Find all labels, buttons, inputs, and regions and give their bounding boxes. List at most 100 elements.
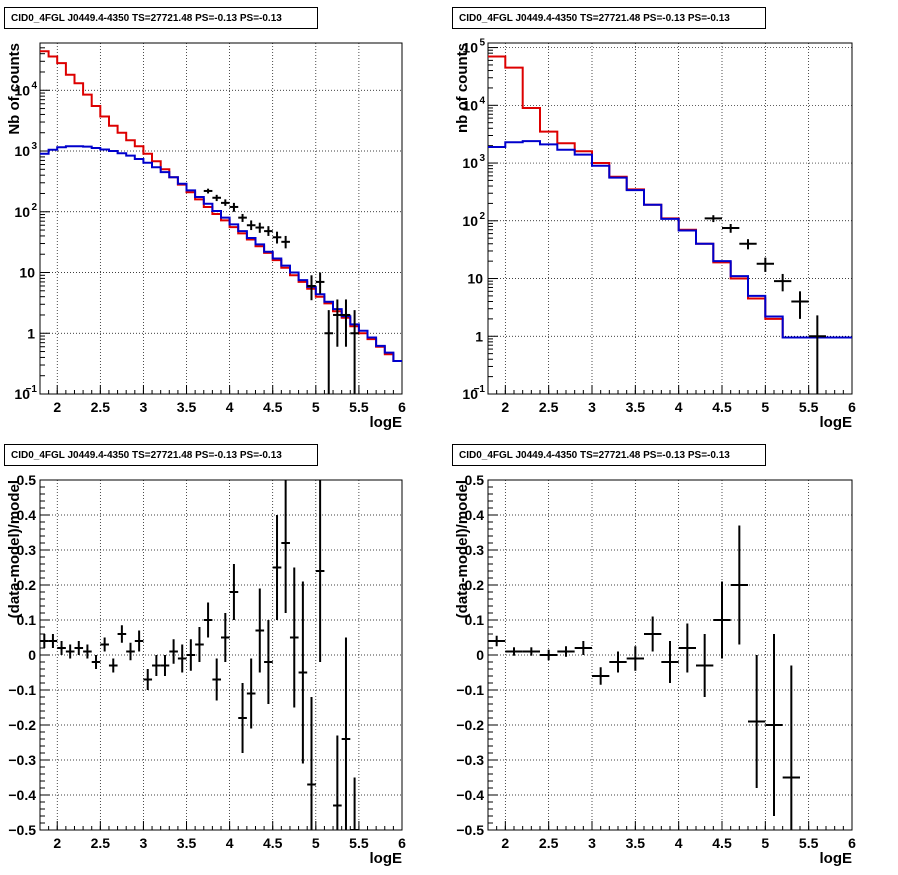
data-point [574, 641, 592, 655]
title-bottom-left: CID0_4FGL J0449.4-4350 TS=27721.48 PS=-0… [4, 444, 318, 466]
data-point [704, 215, 722, 223]
y-axis-label: (data-model)/model [454, 480, 471, 618]
data-point [730, 525, 748, 645]
y-tick-label: −0.2 [456, 717, 484, 733]
y-tick-label: 0.4 [17, 507, 37, 523]
y-tick-label: 1 [475, 328, 483, 344]
x-axis-label: logE [370, 414, 403, 431]
data-point [40, 634, 49, 648]
data-point [272, 515, 282, 620]
data-point [661, 641, 679, 683]
y-tick-label: 10 [14, 82, 30, 98]
y-tick-label: 0.1 [17, 612, 37, 628]
data-point [91, 655, 101, 669]
data-point [488, 635, 506, 647]
x-tick-label: 5 [761, 835, 769, 851]
y-tick-exponent: 2 [479, 211, 485, 222]
data-point [255, 222, 265, 233]
data-point [298, 581, 308, 764]
data-point [152, 655, 161, 676]
data-point [212, 658, 221, 701]
data-point [782, 665, 800, 830]
data-point [203, 188, 213, 194]
y-tick-label: 10 [14, 386, 30, 402]
x-tick-label: 5.5 [799, 835, 819, 851]
data-point [246, 220, 256, 231]
data-point [333, 299, 342, 347]
data-point [57, 641, 66, 655]
data-point [281, 235, 290, 249]
plot-area [488, 525, 800, 830]
y-tick-label: 1 [27, 325, 35, 341]
data-point [134, 630, 144, 652]
y-tick-label: −0.3 [8, 752, 36, 768]
x-axis-label: logE [370, 850, 403, 867]
y-tick-label: 10 [14, 143, 30, 159]
y-tick-label: 0.5 [465, 472, 485, 488]
y-tick-label: 10 [462, 40, 478, 56]
data-point [65, 644, 75, 659]
y-tick-label: −0.5 [8, 822, 36, 838]
x-tick-label: 3 [140, 399, 148, 415]
data-point [540, 649, 558, 661]
data-point [765, 634, 783, 816]
data-point [748, 655, 766, 788]
data-point [289, 567, 299, 708]
y-tick-label: 10 [462, 213, 478, 229]
data-point [341, 637, 351, 830]
x-tick-label: 4.5 [263, 399, 283, 415]
y-axis-label: nb of counts [454, 43, 471, 133]
data-point [333, 735, 342, 830]
y-tick-exponent: 2 [31, 202, 37, 213]
series-step-line-1 [40, 145, 402, 362]
x-tick-label: 6 [398, 835, 406, 851]
y-tick-exponent: 4 [479, 95, 485, 106]
data-point [195, 627, 204, 662]
plot-area [40, 50, 402, 394]
y-tick-label: 10 [14, 204, 30, 220]
x-tick-label: 5.5 [349, 835, 369, 851]
x-tick-label: 3 [588, 399, 596, 415]
data-point [203, 602, 213, 638]
plot-panel-3: 2 2.5 3 3.5 4 4.5 5 5.5 6 −0.5 −0.4 −0.3 −0.2 −0.1 0 0.… [454, 472, 856, 867]
data-point [272, 231, 282, 244]
data-point [315, 272, 325, 294]
y-tick-label: −0.2 [8, 717, 36, 733]
y-tick-label: 10 [462, 386, 478, 402]
x-tick-label: 2.5 [539, 399, 559, 415]
data-point [143, 669, 153, 690]
x-tick-label: 6 [398, 399, 406, 415]
data-point [307, 275, 316, 301]
x-tick-label: 6 [848, 835, 856, 851]
y-axis-label: (data-model)/model [6, 480, 23, 618]
y-tick-label: 0.3 [465, 542, 485, 558]
data-point [307, 697, 316, 830]
x-tick-label: 6 [848, 399, 856, 415]
data-point [350, 777, 359, 830]
x-tick-label: 4.5 [263, 835, 283, 851]
data-point [644, 616, 662, 652]
data-point [341, 299, 351, 347]
data-point [324, 310, 334, 394]
data-point [791, 291, 809, 319]
y-tick-label: −0.1 [8, 682, 36, 698]
y-tick-label: 0.1 [465, 612, 485, 628]
y-tick-label: 10 [19, 265, 35, 281]
data-point [281, 480, 290, 613]
y-tick-exponent: 3 [31, 141, 37, 152]
y-tick-label: 0 [28, 647, 36, 663]
x-tick-label: 4.5 [712, 835, 732, 851]
data-point [212, 194, 221, 202]
data-point [808, 315, 826, 394]
data-point [609, 651, 627, 673]
data-point [238, 683, 247, 753]
x-tick-label: 4.5 [712, 399, 732, 415]
data-point [713, 581, 731, 659]
data-point [74, 641, 84, 655]
data-point [186, 639, 196, 671]
data-point [739, 239, 757, 250]
y-tick-exponent: −1 [474, 384, 486, 395]
y-tick-exponent: −1 [26, 384, 38, 395]
